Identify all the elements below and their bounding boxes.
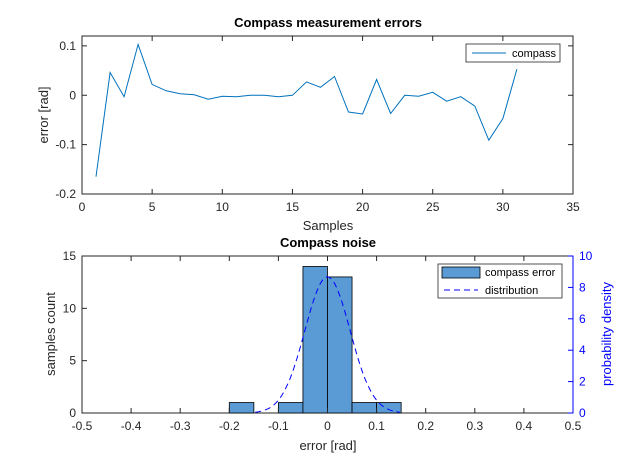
histogram-bar (228, 402, 255, 414)
y-tick-label: 10 (63, 301, 77, 315)
histogram-bar (376, 402, 402, 414)
x-tick-label: 30 (496, 200, 510, 214)
x-tick-label: 0 (324, 419, 331, 433)
histogram-legend-label: compass error (485, 267, 556, 279)
x-tick-label: 0.3 (466, 419, 483, 433)
y-tick-label: 5 (69, 354, 76, 368)
x-tick-label: 35 (566, 200, 580, 214)
line-chart-legend: compass (465, 43, 561, 63)
histogram-y-ticks: 0 5 10 15 (63, 249, 87, 420)
x-tick-label: 0.4 (516, 419, 533, 433)
histogram-right-y-label: probability density (599, 281, 614, 386)
histogram-bars (228, 266, 402, 414)
line-legend-box (465, 43, 561, 63)
right-y-tick-label: 6 (579, 312, 586, 326)
histogram-legend-swatch (441, 266, 481, 279)
line-chart-title: Compass measurement errors (234, 15, 422, 30)
x-tick-label: 10 (216, 200, 230, 214)
histogram-bar (277, 402, 304, 414)
histogram-y-label: samples count (43, 292, 58, 376)
x-tick-label: 0.1 (368, 419, 385, 433)
x-tick-label: 0.5 (565, 419, 582, 433)
x-tick-label: 20 (356, 200, 370, 214)
right-y-tick-label: 8 (579, 280, 586, 294)
histogram-x-ticks: -0.5 -0.4 -0.3 -0.2 -0.1 0 0.1 0.2 0.3 0.4 0.5 (72, 256, 582, 433)
y-tick-label: 0.1 (59, 39, 76, 53)
histogram-bar (351, 402, 377, 414)
right-y-tick-label: 2 (579, 375, 586, 389)
y-tick-label: 0 (69, 406, 76, 420)
line-chart-x-ticks: 0 5 10 15 20 25 30 35 (79, 36, 580, 214)
histogram-right-y-ticks: 0 2 4 6 8 10 (568, 249, 593, 420)
x-tick-label: -0.2 (219, 419, 240, 433)
right-y-tick-label: 10 (579, 249, 593, 263)
x-tick-label: 25 (426, 200, 440, 214)
histogram-x-label: error [rad] (299, 438, 356, 453)
y-tick-label: -0.1 (55, 138, 76, 152)
x-tick-label: -0.1 (268, 419, 289, 433)
x-tick-label: -0.3 (170, 419, 191, 433)
histogram-bar (302, 266, 328, 414)
histogram-bar (327, 276, 353, 414)
right-y-tick-label: 4 (579, 343, 586, 357)
x-tick-label: 0.2 (417, 419, 434, 433)
x-tick-label: 15 (286, 200, 300, 214)
distribution-legend-label: distribution (485, 285, 538, 297)
histogram-legend: compass error distribution (437, 263, 563, 299)
y-tick-label: -0.2 (55, 187, 76, 201)
y-tick-label: 0 (69, 88, 76, 102)
x-tick-label: -0.4 (121, 419, 142, 433)
x-tick-label: 0 (79, 200, 86, 214)
y-tick-label: 15 (63, 249, 77, 263)
line-chart: Compass measurement errors 0 5 10 15 20 25 30 3… (36, 15, 580, 233)
histogram-chart: Compass noise -0.5 -0.4 -0.3 -0.2 -0.1 0 0.1 0.… (43, 235, 614, 453)
histogram-title: Compass noise (280, 235, 376, 250)
x-tick-label: 5 (149, 200, 156, 214)
x-tick-label: -0.5 (72, 419, 93, 433)
line-chart-y-label: error [rad] (36, 86, 51, 143)
line-chart-x-label: Samples (303, 218, 354, 233)
line-legend-label: compass (512, 48, 557, 60)
line-chart-y-ticks: -0.2 -0.1 0 0.1 (55, 39, 573, 201)
right-y-tick-label: 0 (579, 406, 586, 420)
distribution-curve (255, 276, 400, 413)
compass-series-line (95, 42, 518, 177)
